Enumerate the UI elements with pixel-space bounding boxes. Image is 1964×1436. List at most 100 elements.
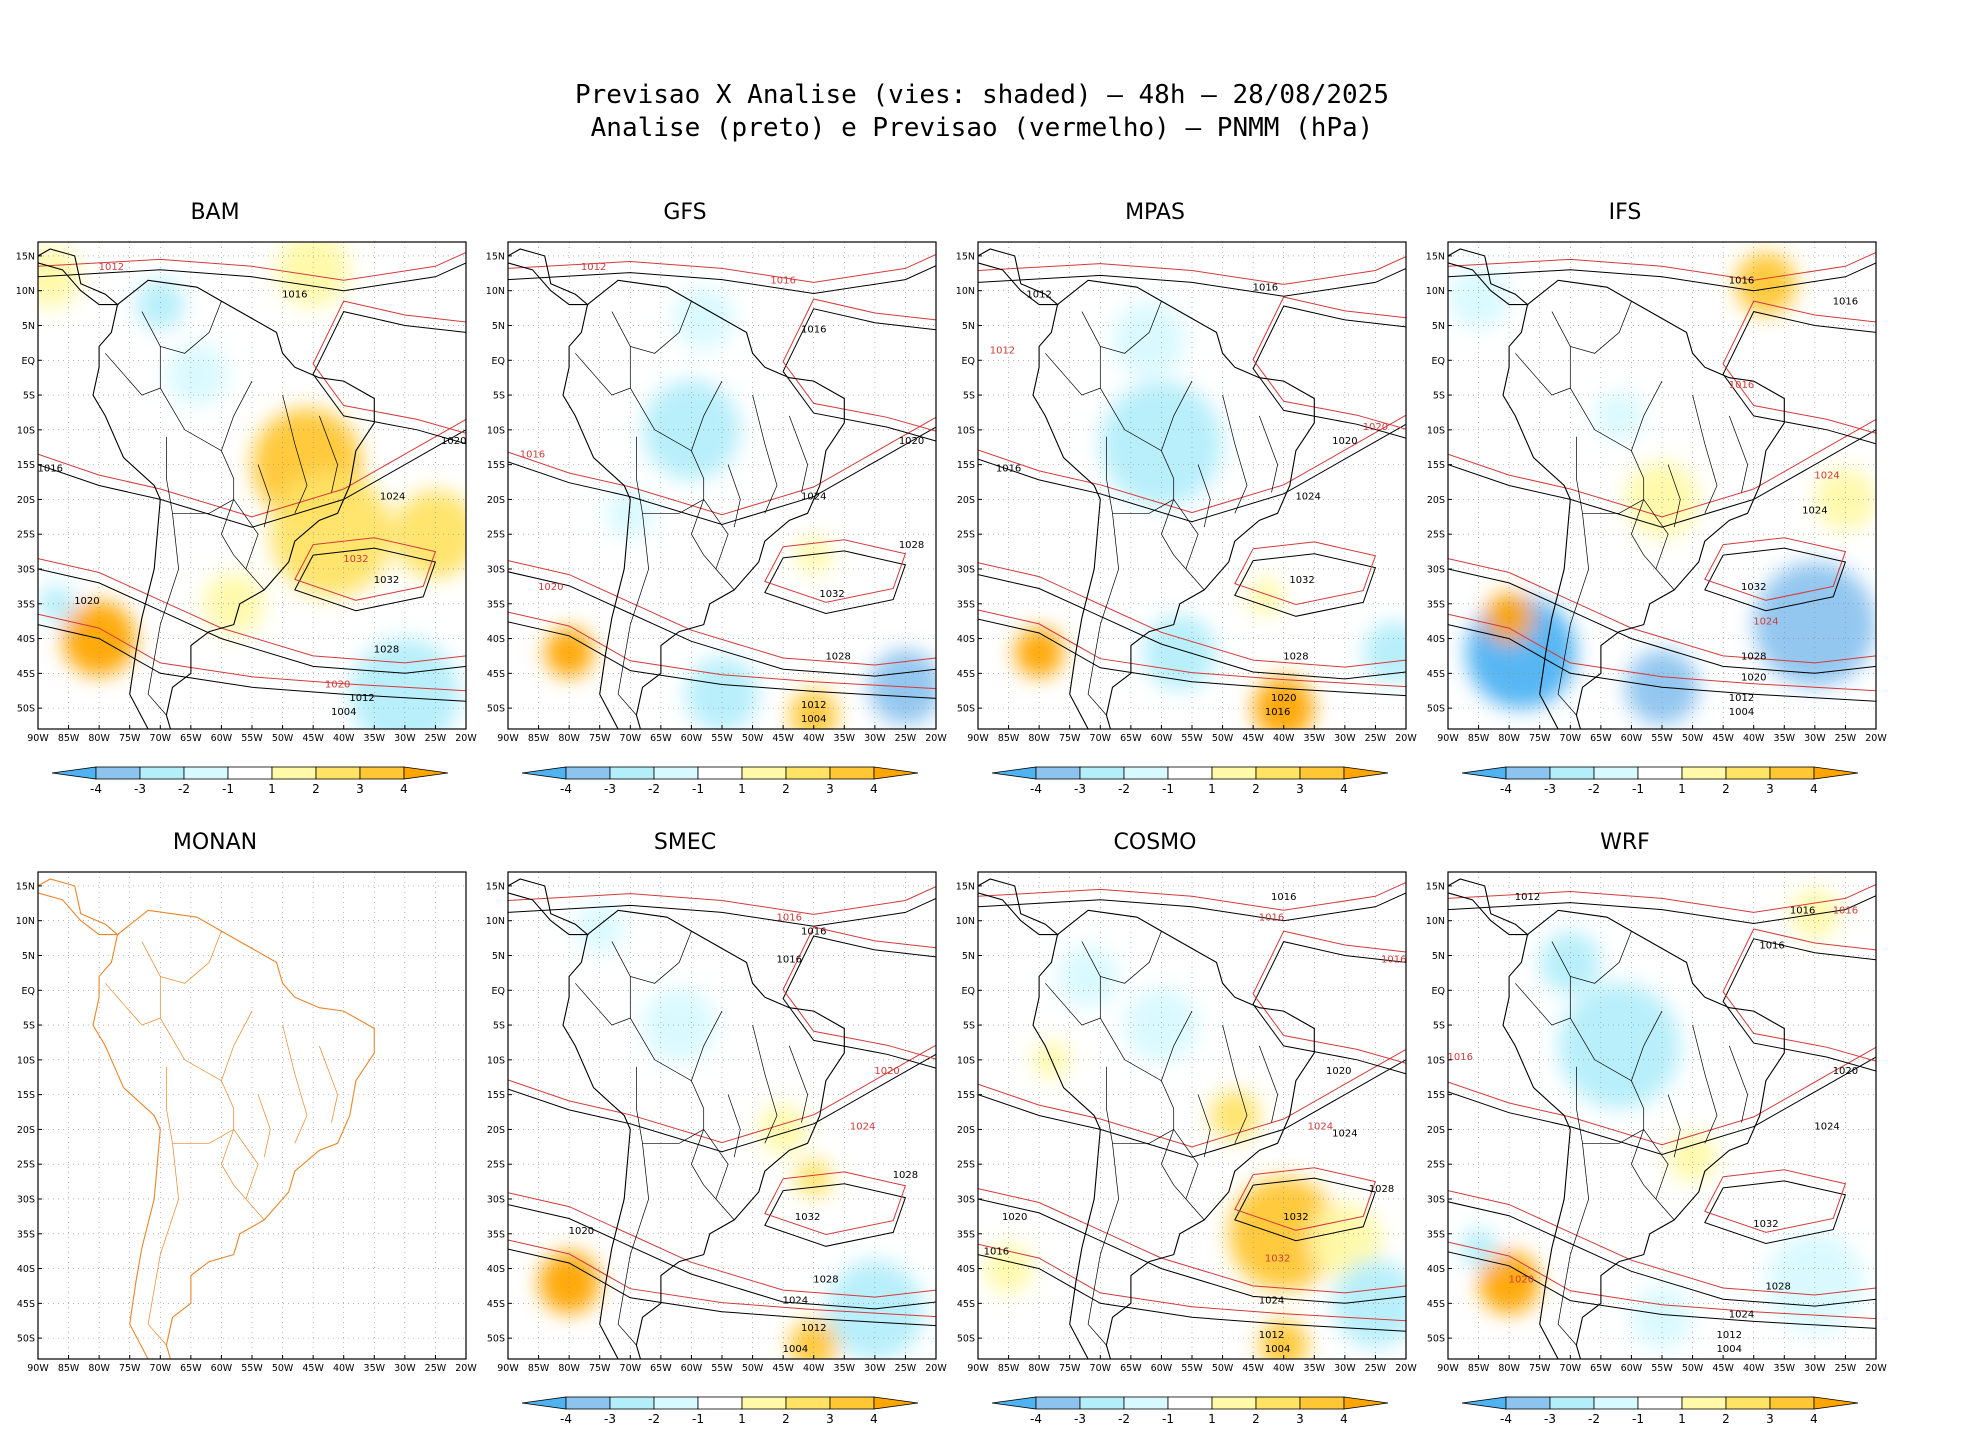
- isobar-label: 1004: [1729, 707, 1754, 718]
- analysis-isobar: [1448, 1251, 1876, 1329]
- isobar-label: 1024: [1753, 617, 1778, 628]
- analysis-isobar: [1722, 311, 1876, 445]
- country-border: [147, 1143, 179, 1346]
- y-tick-label: 45S: [957, 669, 975, 680]
- x-tick-label: 35W: [1774, 733, 1796, 744]
- x-tick-label: 30W: [1804, 1363, 1826, 1374]
- bias-area: [1247, 578, 1284, 616]
- x-tick-label: 60W: [681, 733, 703, 744]
- bias-area: [795, 1159, 833, 1197]
- colorbar-segment: [653, 1396, 699, 1410]
- country-border: [617, 1143, 649, 1346]
- colorbar-segment: [1035, 766, 1081, 780]
- y-tick-label: 15S: [17, 1090, 35, 1101]
- y-tick-label: 10N: [16, 286, 35, 297]
- coastline: [978, 248, 1059, 306]
- isobar-label: 1012: [99, 262, 124, 273]
- forecast-isobar: [508, 416, 936, 516]
- colorbar-segment: [785, 1396, 831, 1410]
- x-tick-label: 50W: [742, 733, 764, 744]
- x-tick-label: 50W: [1682, 733, 1704, 744]
- bias-area: [276, 242, 350, 308]
- isobar-label: 1016: [1729, 276, 1754, 287]
- forecast-isobar: [978, 414, 1406, 514]
- panel-wrf: WRF 1012 1016 1016 1016 1016 1020 1024 1032 1028 1…: [1410, 830, 1888, 1426]
- country-border: [691, 1129, 717, 1200]
- y-tick-label: EQ: [492, 986, 505, 997]
- colorbar-label: -3: [1544, 782, 1556, 796]
- country-border: [1222, 395, 1248, 514]
- bias-area: [38, 584, 75, 623]
- y-tick-label: 15N: [1426, 881, 1445, 892]
- forecast-isobar: [978, 609, 1406, 688]
- colorbar-segment: [1637, 1396, 1683, 1410]
- analysis-isobar: [1252, 305, 1406, 439]
- colorbar-segment: [1813, 1396, 1859, 1410]
- country-border: [105, 346, 161, 396]
- analysis-isobar: [294, 547, 437, 612]
- country-border: [611, 300, 692, 354]
- colorbar-segment: [1167, 1396, 1213, 1410]
- x-tick-label: 20W: [1865, 733, 1887, 744]
- forecast-isobar: [38, 613, 466, 692]
- panel-mpas: MPAS 1012 1016 1012 1016 1024 1032 1028 1020 1016…: [940, 200, 1418, 796]
- x-tick-label: 70W: [1560, 733, 1582, 744]
- analysis-isobar: [508, 265, 936, 295]
- y-tick-label: EQ: [492, 356, 505, 367]
- country-border: [1197, 464, 1211, 528]
- colorbar-label: -3: [1544, 1412, 1556, 1426]
- y-tick-label: 40S: [957, 634, 975, 645]
- colorbar-label: -2: [1118, 782, 1130, 796]
- y-tick-label: 20S: [487, 1125, 505, 1136]
- forecast-isobar: [764, 1171, 907, 1236]
- x-tick-label: 50W: [1682, 1363, 1704, 1374]
- isobar-label: 1024: [1308, 1121, 1333, 1132]
- y-tick-label: 10N: [956, 916, 975, 927]
- x-tick-label: 40W: [1273, 733, 1295, 744]
- isobar-label: 1012: [1717, 1330, 1742, 1341]
- map-wrf: 1012 1016 1016 1016 1016 1020 1024 1032 1028 1024…: [1426, 871, 1887, 1426]
- x-tick-label: 50W: [272, 1363, 294, 1374]
- isobar-label: 1020: [1332, 436, 1357, 447]
- coastline: [92, 279, 375, 729]
- panel-title-gfs: GFS: [663, 200, 707, 225]
- country-border: [141, 930, 222, 984]
- country-border: [318, 415, 338, 493]
- country-border: [282, 395, 308, 514]
- x-tick-label: 75W: [1059, 733, 1081, 744]
- colorbar-label: -4: [90, 782, 102, 796]
- y-tick-label: 20S: [17, 495, 35, 506]
- bias-area: [789, 1320, 839, 1359]
- colorbar-segment: [1123, 1396, 1169, 1410]
- y-tick-label: 45S: [957, 1299, 975, 1310]
- colorbar-segment: [1505, 1396, 1551, 1410]
- y-tick-label: 45S: [17, 669, 35, 680]
- x-tick-label: 75W: [589, 1363, 611, 1374]
- bias-area: [673, 287, 735, 350]
- country-border: [575, 976, 631, 1026]
- colorbar-label: -2: [1118, 1412, 1130, 1426]
- x-tick-label: 65W: [650, 1363, 672, 1374]
- colorbar-segment: [315, 766, 361, 780]
- isobar-label: 1020: [1326, 1066, 1351, 1077]
- x-tick-label: 85W: [528, 1363, 550, 1374]
- y-tick-label: 10S: [17, 425, 35, 436]
- colorbar-segment: [653, 766, 699, 780]
- bias-area: [38, 245, 81, 309]
- colorbar-segment: [359, 766, 405, 780]
- x-tick-label: 30W: [864, 733, 886, 744]
- colorbar: -4 -3 -2 -1 1 2 3 4: [51, 766, 449, 796]
- bias-area: [1112, 301, 1186, 377]
- x-tick-label: 30W: [394, 1363, 416, 1374]
- country-border: [1631, 380, 1663, 451]
- analysis-isobar: [1448, 1056, 1876, 1156]
- forecast-isobar: [312, 300, 466, 434]
- country-border: [1569, 387, 1675, 591]
- isobar-label: 1012: [349, 693, 374, 704]
- country-border: [282, 1025, 308, 1144]
- isobar-label: 1012: [1515, 892, 1540, 903]
- y-tick-label: 50S: [1427, 704, 1445, 715]
- y-tick-label: 30S: [1427, 1194, 1445, 1205]
- colorbar-segment: [697, 766, 743, 780]
- y-tick-label: 30S: [17, 564, 35, 575]
